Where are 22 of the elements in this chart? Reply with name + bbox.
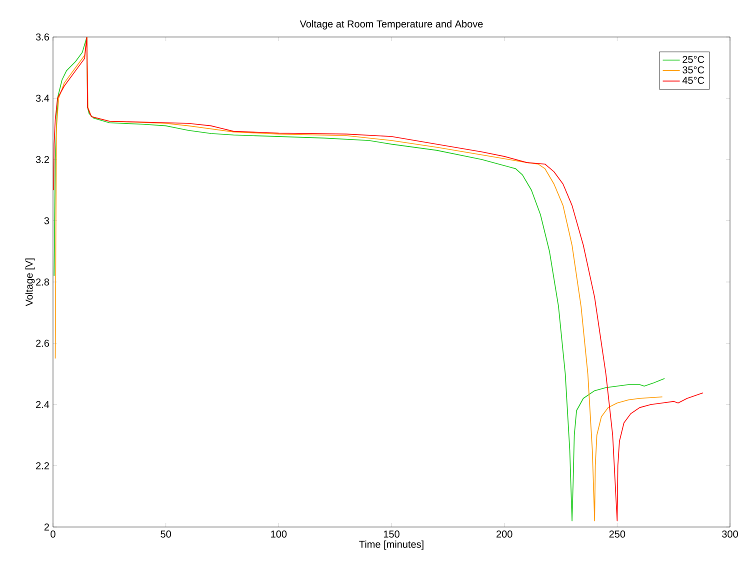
- y-tick-label: 2.4: [36, 401, 50, 408]
- x-tick-label: 0: [50, 530, 56, 538]
- y-tick-label: 3: [44, 217, 50, 224]
- x-axis-title: Time [minutes]: [359, 540, 424, 550]
- x-tick-label: 100: [271, 530, 287, 538]
- y-axis-title: Voltage [V]: [25, 258, 35, 306]
- y-tick-label: 2.8: [36, 278, 50, 286]
- y-tick-label: 2.6: [36, 340, 50, 347]
- y-tick-label: 3.6: [36, 33, 50, 41]
- chart-title: Voltage at Room Temperature and Above: [300, 20, 483, 30]
- legend-label: 25°C: [682, 56, 704, 63]
- x-tick-label: 50: [160, 530, 172, 538]
- y-tick-label: 3.4: [36, 94, 50, 102]
- y-tick-label: 2: [44, 524, 49, 530]
- y-tick-label: 3.2: [36, 156, 49, 164]
- x-tick-label: 250: [609, 530, 626, 538]
- y-tick-label: 2.2: [36, 462, 49, 470]
- legend-label: 45°C: [682, 76, 704, 84]
- x-tick-label: 150: [384, 530, 400, 538]
- legend-label: 35°C: [682, 66, 704, 74]
- x-tick-label: 300: [722, 530, 738, 538]
- x-tick-label: 200: [496, 530, 512, 538]
